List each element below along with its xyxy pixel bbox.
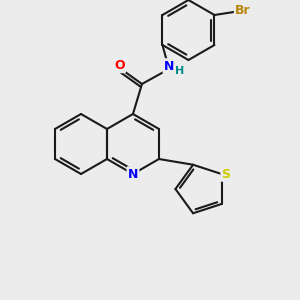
Text: Br: Br — [235, 4, 251, 17]
Text: S: S — [222, 167, 231, 181]
Text: N: N — [164, 59, 174, 73]
Text: N: N — [128, 167, 138, 181]
Text: O: O — [114, 59, 125, 72]
Text: H: H — [175, 65, 184, 76]
